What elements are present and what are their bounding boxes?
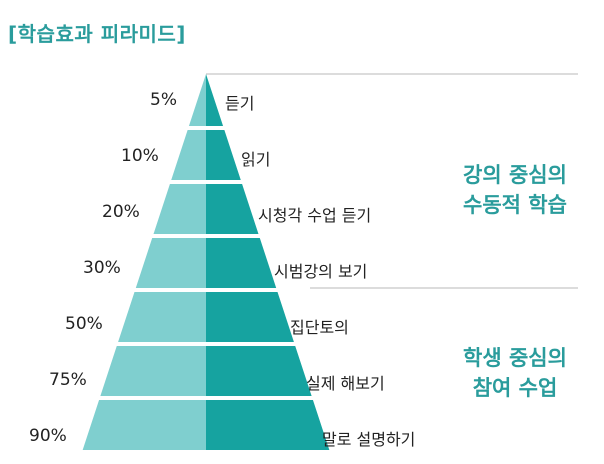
pyramid-level-6-right xyxy=(206,346,312,396)
pyramid-level-7-left xyxy=(82,400,206,450)
level-percent-6: 75% xyxy=(49,370,87,390)
level-percent-4: 30% xyxy=(83,258,121,278)
pyramid-level-3-right xyxy=(206,184,259,234)
pyramid-level-1-left xyxy=(188,74,206,126)
passive-group-line-1: 강의 중심의 xyxy=(463,163,567,187)
level-activity-7: 말로 설명하기 xyxy=(322,430,416,449)
level-percent-1: 5% xyxy=(150,90,177,110)
pyramid-level-6-left xyxy=(100,346,206,396)
pyramid-level-2-right xyxy=(206,130,241,180)
level-percent-5: 50% xyxy=(65,314,103,334)
level-activity-3: 시청각 수업 듣기 xyxy=(258,206,372,225)
pyramid-level-2-left xyxy=(171,130,206,180)
passive-learning-group: 강의 중심의 수동적 학습 xyxy=(440,160,590,220)
diagram-title: [학습효과 피라미드] xyxy=(8,22,186,46)
pyramid-level-3-left xyxy=(153,184,206,234)
participatory-learning-group: 학생 중심의 참여 수업 xyxy=(440,343,590,403)
level-activity-1: 듣기 xyxy=(225,94,255,113)
pyramid-level-5-left xyxy=(118,292,206,342)
level-activity-5: 집단토의 xyxy=(290,318,349,337)
level-activity-2: 읽기 xyxy=(241,150,271,169)
level-activity-4: 시범강의 보기 xyxy=(274,262,368,281)
passive-group-line-2: 수동적 학습 xyxy=(463,193,567,217)
participatory-group-line-1: 학생 중심의 xyxy=(463,346,567,370)
pyramid-level-5-right xyxy=(206,292,294,342)
pyramid-level-4-right xyxy=(206,238,277,288)
pyramid-level-7-right xyxy=(206,400,330,450)
level-percent-2: 10% xyxy=(121,146,159,166)
participatory-group-line-2: 참여 수업 xyxy=(472,376,558,400)
pyramid-level-4-left xyxy=(135,238,206,288)
level-percent-3: 20% xyxy=(102,202,140,222)
level-activity-6: 실제 해보기 xyxy=(306,374,385,393)
level-percent-7: 90% xyxy=(29,426,67,446)
pyramid-level-1-right xyxy=(206,74,224,126)
